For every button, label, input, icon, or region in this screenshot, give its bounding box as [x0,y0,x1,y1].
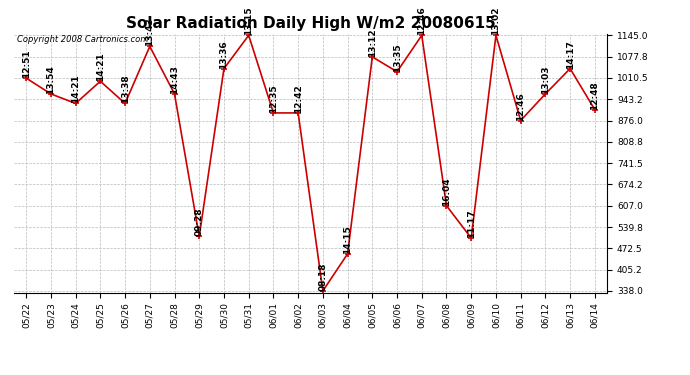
Text: 13:12: 13:12 [368,28,377,57]
Text: 13:43: 13:43 [146,18,155,46]
Text: 14:17: 14:17 [566,40,575,69]
Text: 12:46: 12:46 [516,92,525,120]
Text: 11:17: 11:17 [466,209,475,238]
Text: 13:03: 13:03 [541,65,550,94]
Text: 12:35: 12:35 [269,84,278,113]
Text: 13:54: 13:54 [46,65,55,94]
Text: 12:51: 12:51 [21,50,30,78]
Text: 14:21: 14:21 [96,53,105,81]
Text: 13:02: 13:02 [491,7,500,35]
Text: 12:42: 12:42 [294,84,303,113]
Text: Copyright 2008 Cartronics.com: Copyright 2008 Cartronics.com [17,35,148,44]
Text: 13:35: 13:35 [393,43,402,72]
Text: 08:18: 08:18 [318,262,327,291]
Text: 13:15: 13:15 [244,7,253,35]
Text: 16:04: 16:04 [442,177,451,206]
Title: Solar Radiation Daily High W/m2 20080615: Solar Radiation Daily High W/m2 20080615 [126,16,495,31]
Text: 12:46: 12:46 [417,7,426,35]
Text: 14:43: 14:43 [170,65,179,94]
Text: 13:38: 13:38 [121,75,130,104]
Text: 12:48: 12:48 [591,81,600,110]
Text: 14:21: 14:21 [71,75,80,104]
Text: 14:15: 14:15 [343,225,352,254]
Text: 09:28: 09:28 [195,208,204,237]
Text: 13:36: 13:36 [219,40,228,69]
